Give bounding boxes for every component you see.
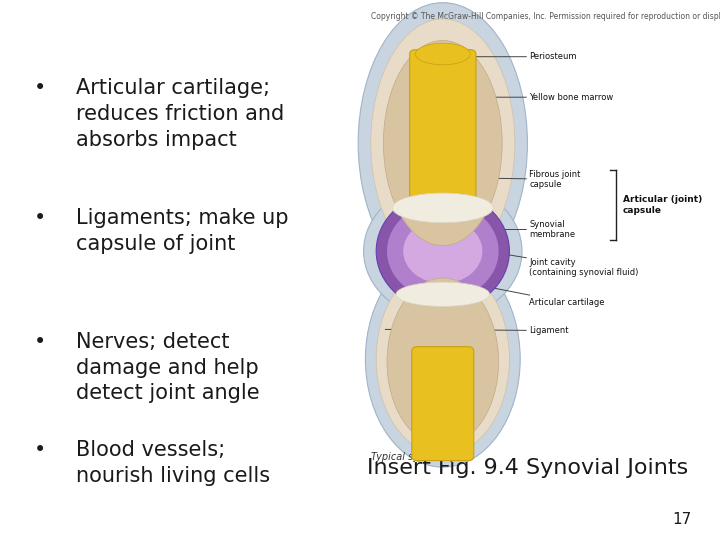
Text: Nerves; detect
damage and help
detect joint angle: Nerves; detect damage and help detect jo… (76, 332, 259, 403)
Text: •: • (33, 78, 46, 98)
Ellipse shape (392, 193, 493, 222)
Ellipse shape (396, 282, 490, 307)
Ellipse shape (371, 19, 515, 267)
Ellipse shape (387, 278, 498, 446)
Text: Insert Fig. 9.4 Synovial Joints: Insert Fig. 9.4 Synovial Joints (367, 458, 688, 478)
FancyBboxPatch shape (410, 50, 476, 204)
Text: •: • (33, 332, 46, 352)
Text: Yellow bone marrow: Yellow bone marrow (461, 93, 613, 102)
Text: Joint cavity
(containing synovial fluid): Joint cavity (containing synovial fluid) (486, 251, 639, 277)
Ellipse shape (365, 251, 521, 467)
Text: •: • (33, 440, 46, 460)
Ellipse shape (359, 3, 528, 284)
Text: Periosteum: Periosteum (450, 52, 577, 61)
Text: Typical synovial joint: Typical synovial joint (371, 451, 473, 462)
Ellipse shape (387, 202, 498, 300)
Text: Fibrous joint
capsule: Fibrous joint capsule (490, 170, 580, 189)
Ellipse shape (383, 40, 503, 246)
Text: Articular (joint)
capsule: Articular (joint) capsule (623, 195, 702, 215)
Text: Copyright © The McGraw-Hill Companies, Inc. Permission required for reproduction: Copyright © The McGraw-Hill Companies, I… (371, 12, 720, 21)
Text: Ligaments; make up
capsule of joint: Ligaments; make up capsule of joint (76, 208, 288, 253)
Text: Articular cartilage;
reduces friction and
absorbs impact: Articular cartilage; reduces friction an… (76, 78, 284, 150)
Text: Synovial
membrane: Synovial membrane (497, 220, 575, 239)
Text: •: • (33, 208, 46, 228)
Text: Ligament: Ligament (385, 326, 569, 335)
FancyBboxPatch shape (412, 347, 474, 461)
Ellipse shape (377, 192, 510, 310)
Ellipse shape (377, 263, 510, 455)
Text: Articular cartilage: Articular cartilage (490, 287, 605, 307)
Ellipse shape (364, 184, 522, 319)
Text: Blood vessels;
nourish living cells: Blood vessels; nourish living cells (76, 440, 270, 485)
Ellipse shape (403, 219, 482, 284)
Text: 17: 17 (672, 511, 691, 526)
Ellipse shape (415, 43, 470, 65)
